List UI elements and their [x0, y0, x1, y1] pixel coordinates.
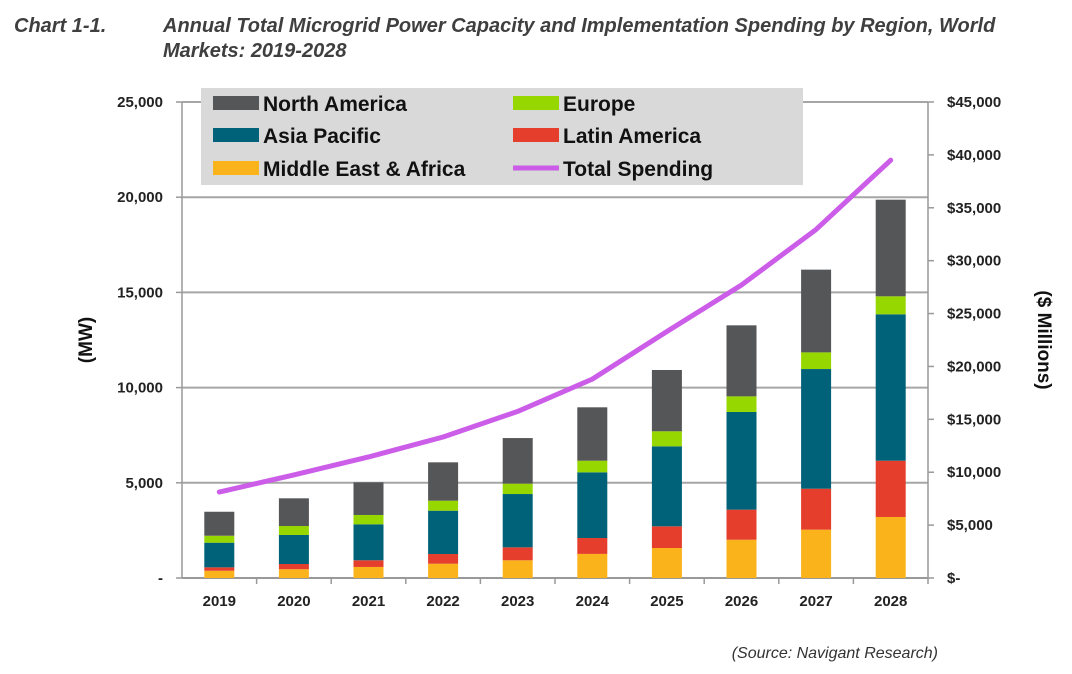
bar-asia-pacific — [353, 524, 384, 561]
legend-swatch-middle-east-africa — [213, 161, 259, 175]
y-tick-label: 20,000 — [117, 189, 163, 206]
y-tick-label: 25,000 — [117, 94, 163, 111]
bar-middle-east-africa — [577, 553, 608, 578]
bar-latin-america — [801, 488, 832, 530]
bar-europe — [428, 500, 459, 511]
x-tick-label: 2021 — [352, 593, 385, 610]
y2-tick-label: $45,000 — [947, 94, 1001, 111]
chart-label: Chart 1-1. — [14, 15, 107, 37]
y2-tick-label: $25,000 — [947, 306, 1001, 323]
bar-north-america — [651, 369, 682, 432]
bar-north-america — [204, 511, 235, 536]
x-tick-label: 2024 — [576, 593, 610, 610]
y-tick-label: 5,000 — [125, 475, 163, 492]
y2-tick-label: $5,000 — [947, 517, 993, 534]
bar-europe — [651, 431, 682, 447]
y2-tick-label: $15,000 — [947, 411, 1001, 428]
total-spending-line — [216, 157, 894, 495]
bar-latin-america — [278, 564, 309, 570]
bar-middle-east-africa — [428, 563, 459, 578]
bar-north-america — [726, 325, 757, 397]
y2-axis-title: ($ Millions) — [1033, 290, 1054, 389]
legend-swatch-europe — [513, 96, 559, 110]
bar-latin-america — [875, 460, 906, 517]
bar-north-america — [278, 498, 309, 527]
bar-middle-east-africa — [726, 539, 757, 578]
bar-middle-east-africa — [502, 560, 533, 578]
x-tick-label: 2023 — [501, 593, 534, 610]
y2-tick-label: $40,000 — [947, 147, 1001, 164]
bar-middle-east-africa — [875, 516, 906, 578]
bar-asia-pacific — [651, 446, 682, 527]
bar-asia-pacific — [428, 510, 459, 555]
bar-asia-pacific — [801, 369, 832, 489]
bar-asia-pacific — [577, 472, 608, 539]
bar-latin-america — [726, 509, 757, 540]
bar-latin-america — [353, 560, 384, 567]
y-tick-label: - — [158, 570, 163, 587]
x-tick-label: 2027 — [799, 593, 832, 610]
chart-title: Annual Total Microgrid Power Capacity an… — [163, 15, 996, 62]
bar-asia-pacific — [502, 494, 533, 548]
source-note: (Source: Navigant Research) — [731, 645, 938, 662]
y2-tick-label: $35,000 — [947, 200, 1001, 217]
bar-asia-pacific — [204, 542, 235, 568]
bar-europe — [353, 514, 384, 525]
bar-europe — [204, 535, 235, 543]
bar-middle-east-africa — [651, 548, 682, 578]
x-tick-label: 2028 — [874, 593, 907, 610]
y2-tick-label: $20,000 — [947, 358, 1001, 375]
bar-europe — [502, 483, 533, 495]
y2-tick-label: $10,000 — [947, 464, 1001, 481]
bar-europe — [726, 396, 757, 412]
legend-swatch-asia-pacific — [213, 128, 259, 142]
legend-box — [201, 88, 803, 185]
y-axis-title: (MW) — [76, 317, 97, 363]
y-tick-label: 10,000 — [117, 380, 163, 397]
bar-north-america — [801, 269, 832, 353]
bar-latin-america — [204, 567, 235, 571]
bar-north-america — [353, 482, 384, 515]
bar-europe — [801, 352, 832, 370]
bar-middle-east-africa — [801, 529, 832, 578]
legend-label-asia-pacific: Asia Pacific — [263, 125, 381, 148]
bar-north-america — [577, 407, 608, 461]
bar-asia-pacific — [875, 314, 906, 461]
legend-swatch-north-america — [213, 96, 259, 110]
bar-middle-east-africa — [353, 566, 384, 578]
x-tick-label: 2022 — [426, 593, 459, 610]
bar-north-america — [428, 462, 459, 501]
bar-europe — [577, 460, 608, 473]
bar-middle-east-africa — [204, 570, 235, 578]
legend-label-latin-america: Latin America — [563, 125, 701, 148]
bar-asia-pacific — [278, 534, 309, 565]
legend-label-total-spending: Total Spending — [563, 158, 713, 181]
x-tick-label: 2025 — [650, 593, 683, 610]
legend-label-europe: Europe — [563, 93, 635, 116]
y2-tick-label: $- — [947, 570, 960, 587]
x-tick-label: 2019 — [203, 593, 236, 610]
legend-label-north-america: North America — [263, 93, 407, 116]
bar-europe — [278, 526, 309, 535]
legend-label-middle-east-africa: Middle East & Africa — [263, 158, 466, 181]
bar-north-america — [502, 438, 533, 484]
y2-tick-label: $30,000 — [947, 253, 1001, 270]
bar-latin-america — [651, 526, 682, 549]
bar-latin-america — [428, 554, 459, 564]
x-tick-label: 2026 — [725, 593, 758, 610]
bar-north-america — [875, 199, 906, 297]
bar-europe — [875, 296, 906, 315]
x-tick-label: 2020 — [277, 593, 310, 610]
bar-asia-pacific — [726, 411, 757, 510]
bar-latin-america — [502, 547, 533, 561]
bar-middle-east-africa — [278, 569, 309, 578]
legend-swatch-latin-america — [513, 128, 559, 142]
y-tick-label: 15,000 — [117, 284, 163, 301]
bar-latin-america — [577, 538, 608, 554]
